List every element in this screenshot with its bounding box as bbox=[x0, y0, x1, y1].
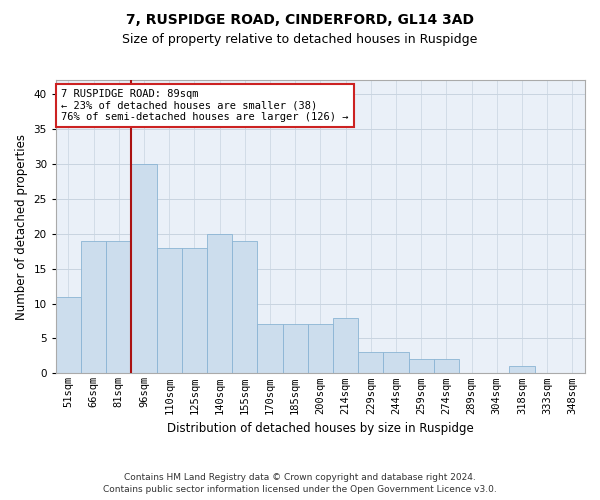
Bar bbox=[106, 240, 131, 374]
Bar bbox=[509, 366, 535, 374]
Bar bbox=[56, 296, 81, 374]
Bar bbox=[333, 318, 358, 374]
Bar bbox=[81, 240, 106, 374]
Bar bbox=[257, 324, 283, 374]
Bar bbox=[182, 248, 207, 374]
Text: 7 RUSPIDGE ROAD: 89sqm
← 23% of detached houses are smaller (38)
76% of semi-det: 7 RUSPIDGE ROAD: 89sqm ← 23% of detached… bbox=[61, 89, 349, 122]
Bar bbox=[283, 324, 308, 374]
X-axis label: Distribution of detached houses by size in Ruspidge: Distribution of detached houses by size … bbox=[167, 422, 474, 435]
Bar bbox=[434, 360, 459, 374]
Text: Contains HM Land Registry data © Crown copyright and database right 2024.: Contains HM Land Registry data © Crown c… bbox=[124, 472, 476, 482]
Bar bbox=[383, 352, 409, 374]
Y-axis label: Number of detached properties: Number of detached properties bbox=[15, 134, 28, 320]
Text: Size of property relative to detached houses in Ruspidge: Size of property relative to detached ho… bbox=[122, 32, 478, 46]
Bar bbox=[308, 324, 333, 374]
Bar bbox=[358, 352, 383, 374]
Bar bbox=[157, 248, 182, 374]
Text: Contains public sector information licensed under the Open Government Licence v3: Contains public sector information licen… bbox=[103, 485, 497, 494]
Bar bbox=[131, 164, 157, 374]
Bar bbox=[232, 240, 257, 374]
Text: 7, RUSPIDGE ROAD, CINDERFORD, GL14 3AD: 7, RUSPIDGE ROAD, CINDERFORD, GL14 3AD bbox=[126, 12, 474, 26]
Bar bbox=[207, 234, 232, 374]
Bar bbox=[409, 360, 434, 374]
